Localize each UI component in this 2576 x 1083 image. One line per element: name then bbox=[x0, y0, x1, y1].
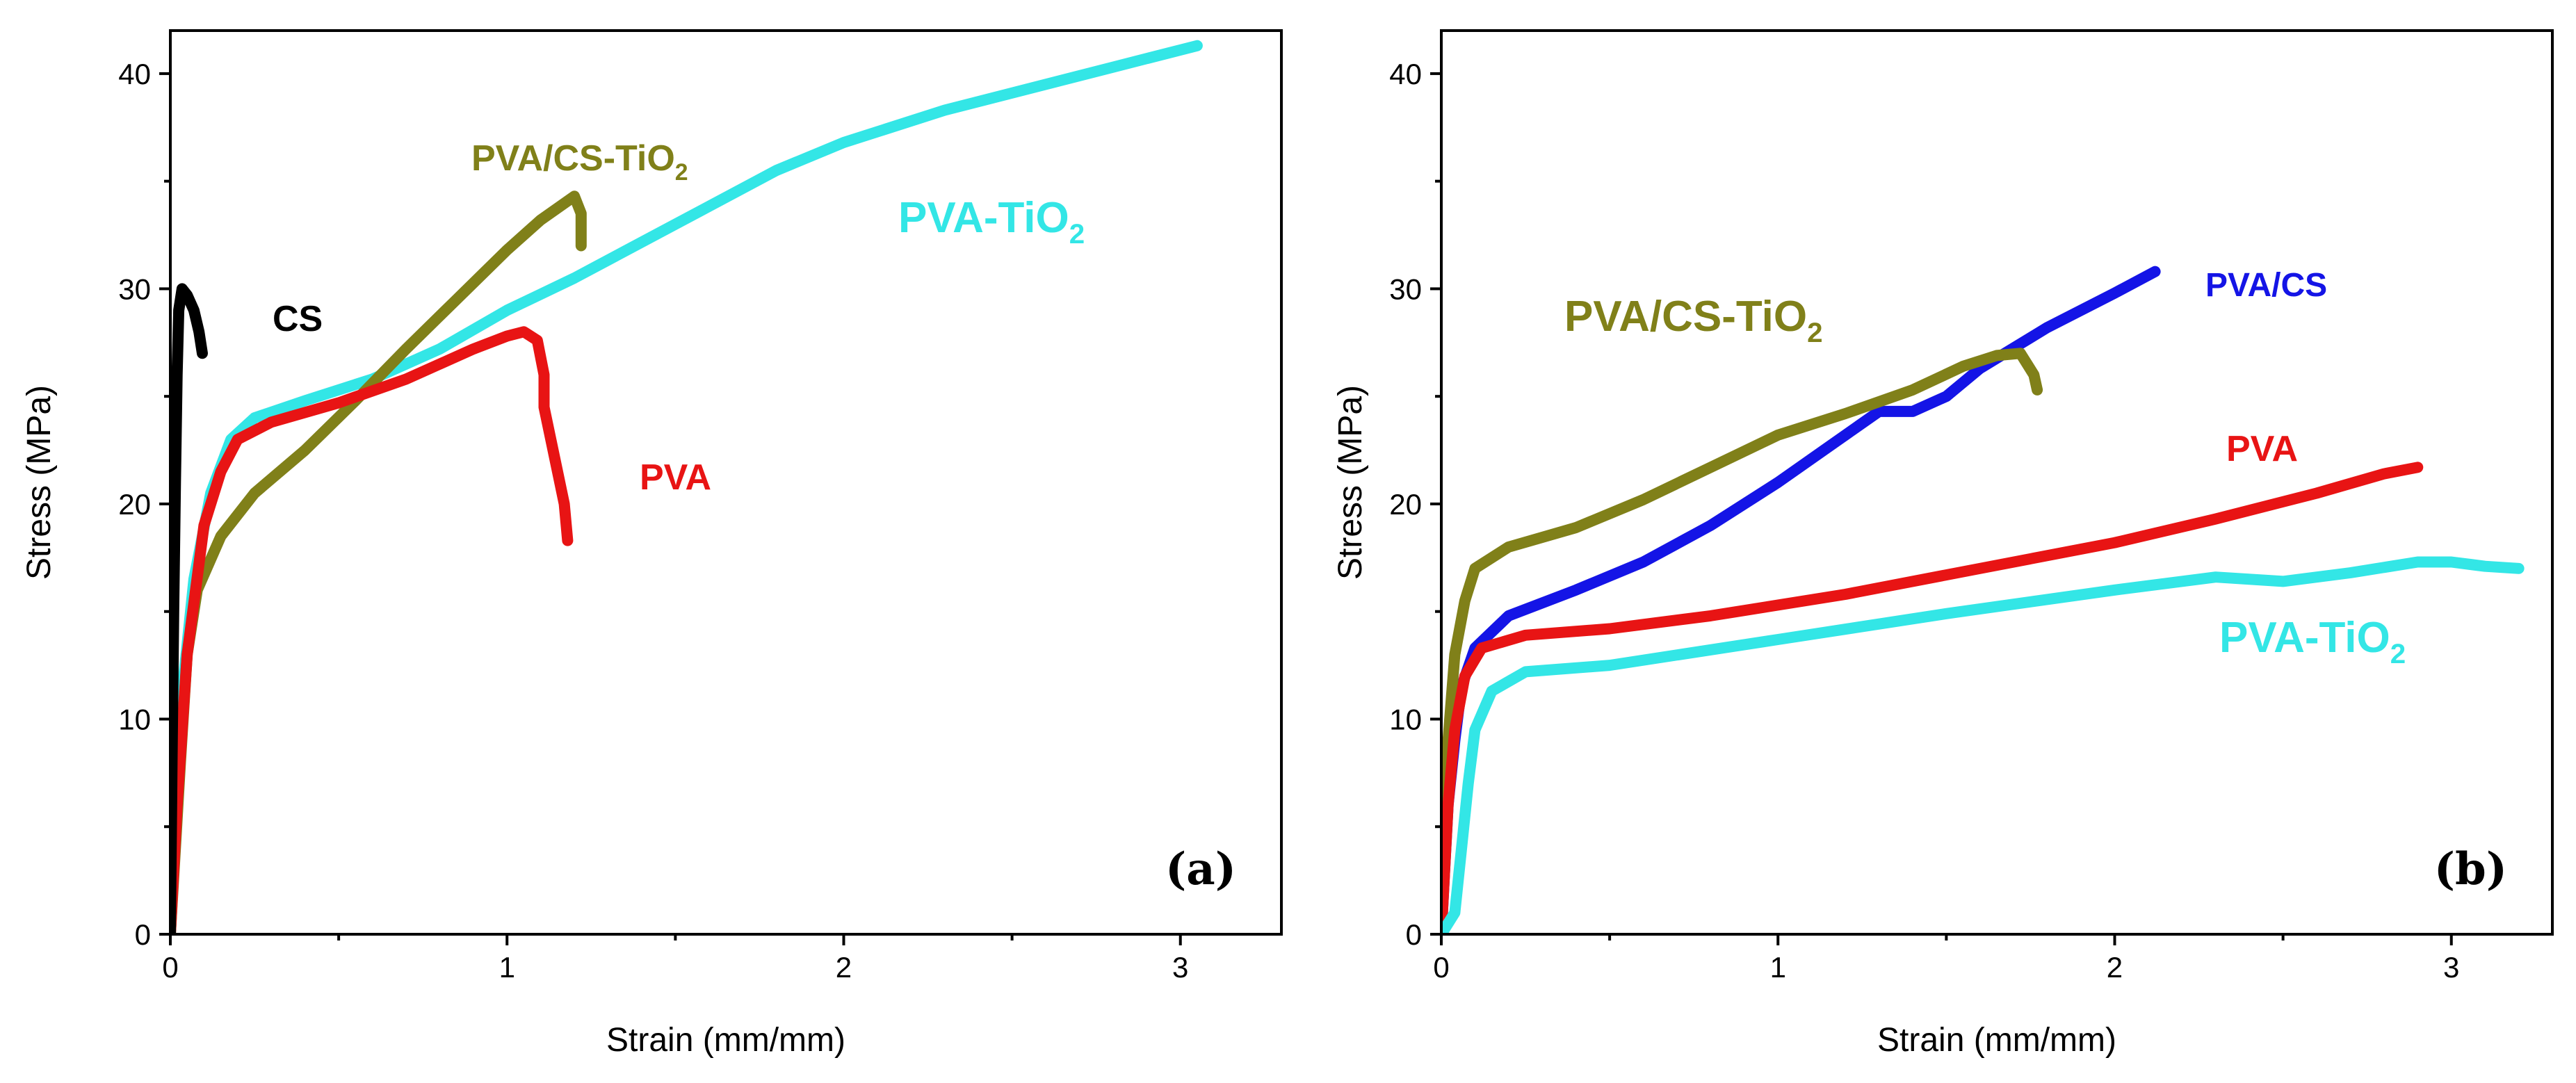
annotation-pva-cs-tio2-b: PVA/CS-TiO2 bbox=[1564, 293, 1823, 348]
panel-a-series-annotations: CS PVA PVA/CS-TiO2 PVA-TiO2 bbox=[273, 138, 1085, 498]
panel-b-x-tick-label: 3 bbox=[2443, 951, 2459, 984]
panel-a-y-axis-label: Stress (MPa) bbox=[21, 385, 58, 580]
annotation-pva-b: PVA bbox=[2226, 429, 2298, 469]
annotation-pva-cs-tio2-a-subscript: 2 bbox=[675, 159, 688, 186]
annotation-pva-cs-tio2-a: PVA/CS-TiO2 bbox=[471, 138, 688, 186]
panel-a-y-tick-label: 40 bbox=[118, 58, 151, 90]
annotation-pva-cs-tio2-b-subscript: 2 bbox=[1807, 317, 1822, 348]
panel-b-series-pva-tio2 bbox=[1441, 556, 2525, 934]
annotation-pva-a-text: PVA bbox=[640, 457, 711, 498]
panel-b-series-pva bbox=[1441, 462, 2424, 934]
annotation-pva-cs-tio2-a-text: PVA/CS-TiO bbox=[471, 138, 675, 179]
annotation-pva-cs-b-text: PVA/CS bbox=[2205, 267, 2327, 304]
annotation-pva-a: PVA bbox=[640, 457, 711, 498]
annotation-cs-text: CS bbox=[273, 299, 323, 339]
panel-a-label: (a) bbox=[1165, 843, 1236, 895]
annotation-pva-cs-tio2-b-text: PVA/CS-TiO bbox=[1564, 293, 1807, 341]
panel-a-y-tick-label: 30 bbox=[118, 272, 151, 305]
panel-b-plot-area bbox=[1441, 266, 2525, 934]
annotation-pva-tio2-b: PVA-TiO2 bbox=[2219, 614, 2406, 669]
annotation-pva-tio2-b-text: PVA-TiO bbox=[2219, 614, 2390, 662]
panel-b-x-tick-label: 2 bbox=[2107, 951, 2123, 984]
panel-a-x-axis-label: Strain (mm/mm) bbox=[606, 1022, 845, 1059]
annotation-pva-tio2-b-subscript: 2 bbox=[2390, 638, 2406, 669]
annotation-pva-tio2-a-text: PVA-TiO bbox=[898, 194, 1069, 242]
panel-b-x-tick-label: 1 bbox=[1770, 951, 1786, 984]
panel-a-x-tick-label: 1 bbox=[499, 951, 515, 984]
panel-a-series-pva bbox=[170, 326, 574, 934]
annotation-pva-b-text: PVA bbox=[2226, 429, 2298, 469]
panel-b-y-tick-label: 0 bbox=[1406, 918, 1422, 951]
panel-a-y-tick-label: 0 bbox=[135, 918, 151, 951]
panel-b-y-axis-label: Stress (MPa) bbox=[1332, 385, 1369, 580]
panel-b-y-tick-label: 30 bbox=[1389, 272, 1422, 305]
annotation-pva-tio2-a: PVA-TiO2 bbox=[898, 194, 1085, 250]
annotation-cs: CS bbox=[273, 299, 323, 339]
panel-b-y-tick-label: 20 bbox=[1389, 488, 1422, 521]
panel-b-x-axis-label: Strain (mm/mm) bbox=[1877, 1022, 2116, 1059]
panel-b-series-pva-cs-tio2 bbox=[1441, 348, 2043, 934]
panel-a-x-tick-label: 3 bbox=[1172, 951, 1188, 984]
panel-b-y-tick-label: 40 bbox=[1389, 58, 1422, 90]
annotation-pva-tio2-a-subscript: 2 bbox=[1069, 218, 1085, 250]
panel-b-y-tick-label: 10 bbox=[1389, 703, 1422, 735]
panel-a-y-tick-label: 10 bbox=[118, 703, 151, 735]
panel-a-plot-area bbox=[170, 40, 1203, 934]
panel-a-series-cs bbox=[170, 283, 208, 934]
panel-a-frame bbox=[169, 29, 1283, 936]
annotation-pva-cs-b: PVA/CS bbox=[2205, 267, 2327, 304]
panel-a-x-tick-label: 2 bbox=[836, 951, 852, 984]
panel-b-series-annotations: PVA/CS PVA/CS-TiO2 PVA PVA-TiO2 bbox=[1564, 267, 2406, 669]
panel-b-frame bbox=[1440, 29, 2554, 936]
panel-a-y-tick-label: 20 bbox=[118, 488, 151, 521]
panel-b-label: (b) bbox=[2434, 843, 2507, 895]
panel-a-x-tick-label: 0 bbox=[162, 951, 178, 984]
panel-b-x-tick-label: 0 bbox=[1433, 951, 1449, 984]
